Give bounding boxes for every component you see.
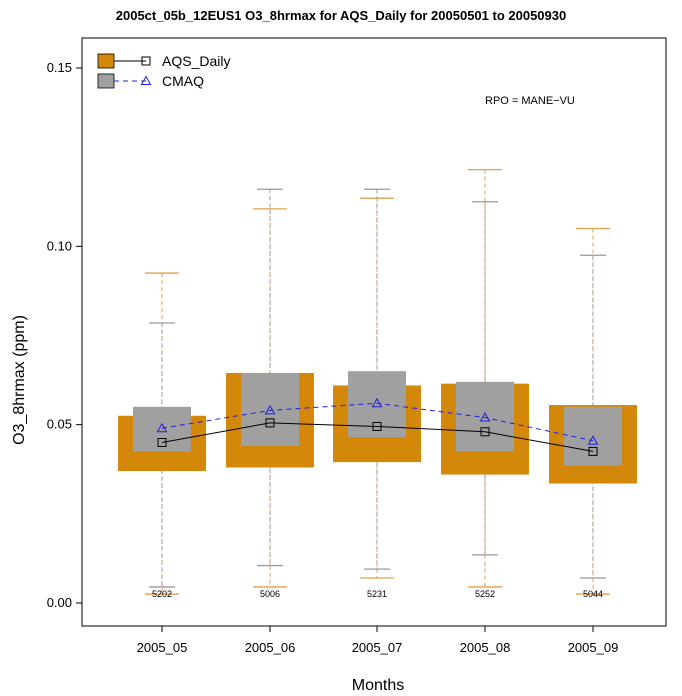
legend-swatch <box>98 74 114 88</box>
legend-label: AQS_Daily <box>162 53 230 69</box>
y-axis-label: O3_8hrmax (ppm) <box>11 315 28 445</box>
y-tick-label: 0.05 <box>47 417 72 432</box>
x-tick-label: 2005_08 <box>460 640 511 655</box>
sample-count-label: 5231 <box>367 589 387 599</box>
x-tick-label: 2005_09 <box>568 640 619 655</box>
sample-count-label: 5252 <box>475 589 495 599</box>
sample-count-label: 5044 <box>583 589 603 599</box>
legend-entry-cmaq: CMAQ <box>98 73 204 89</box>
y-tick-label: 0.10 <box>47 238 72 253</box>
x-tick-label: 2005_05 <box>137 640 188 655</box>
y-tick-label: 0.15 <box>47 60 72 75</box>
box-group-2005_07: 5231 <box>333 189 421 599</box>
chart-title: 2005ct_05b_12EUS1 O3_8hrmax for AQS_Dail… <box>116 8 566 23</box>
box-group-2005_06: 5006 <box>226 189 314 599</box>
plot-frame <box>82 38 666 626</box>
legend: AQS_Daily CMAQ <box>98 53 230 89</box>
box-group-2005_09: 5044 <box>549 229 637 600</box>
legend-swatch <box>98 54 114 68</box>
x-axis-label: Months <box>352 677 404 694</box>
box-group-2005_08: 5252 <box>441 170 529 599</box>
x-tick-label: 2005_06 <box>245 640 296 655</box>
cmaq-box <box>456 382 514 452</box>
y-tick-label: 0.00 <box>47 595 72 610</box>
plot-area: 5202 5006 5231 5252 5044 <box>118 170 637 599</box>
rpo-annotation: RPO = MANE−VU <box>485 95 575 107</box>
x-axis: 2005_05 2005_06 2005_07 2005_08 2005_09 <box>137 626 619 655</box>
legend-entry-aqs: AQS_Daily <box>98 53 230 69</box>
legend-label: CMAQ <box>162 73 204 89</box>
cmaq-box <box>133 407 191 452</box>
sample-count-label: 5006 <box>260 589 280 599</box>
y-axis: 0.00 0.05 0.10 0.15 <box>47 60 82 610</box>
box-group-2005_05: 5202 <box>118 273 206 599</box>
x-tick-label: 2005_07 <box>352 640 403 655</box>
sample-count-label: 5202 <box>152 589 172 599</box>
